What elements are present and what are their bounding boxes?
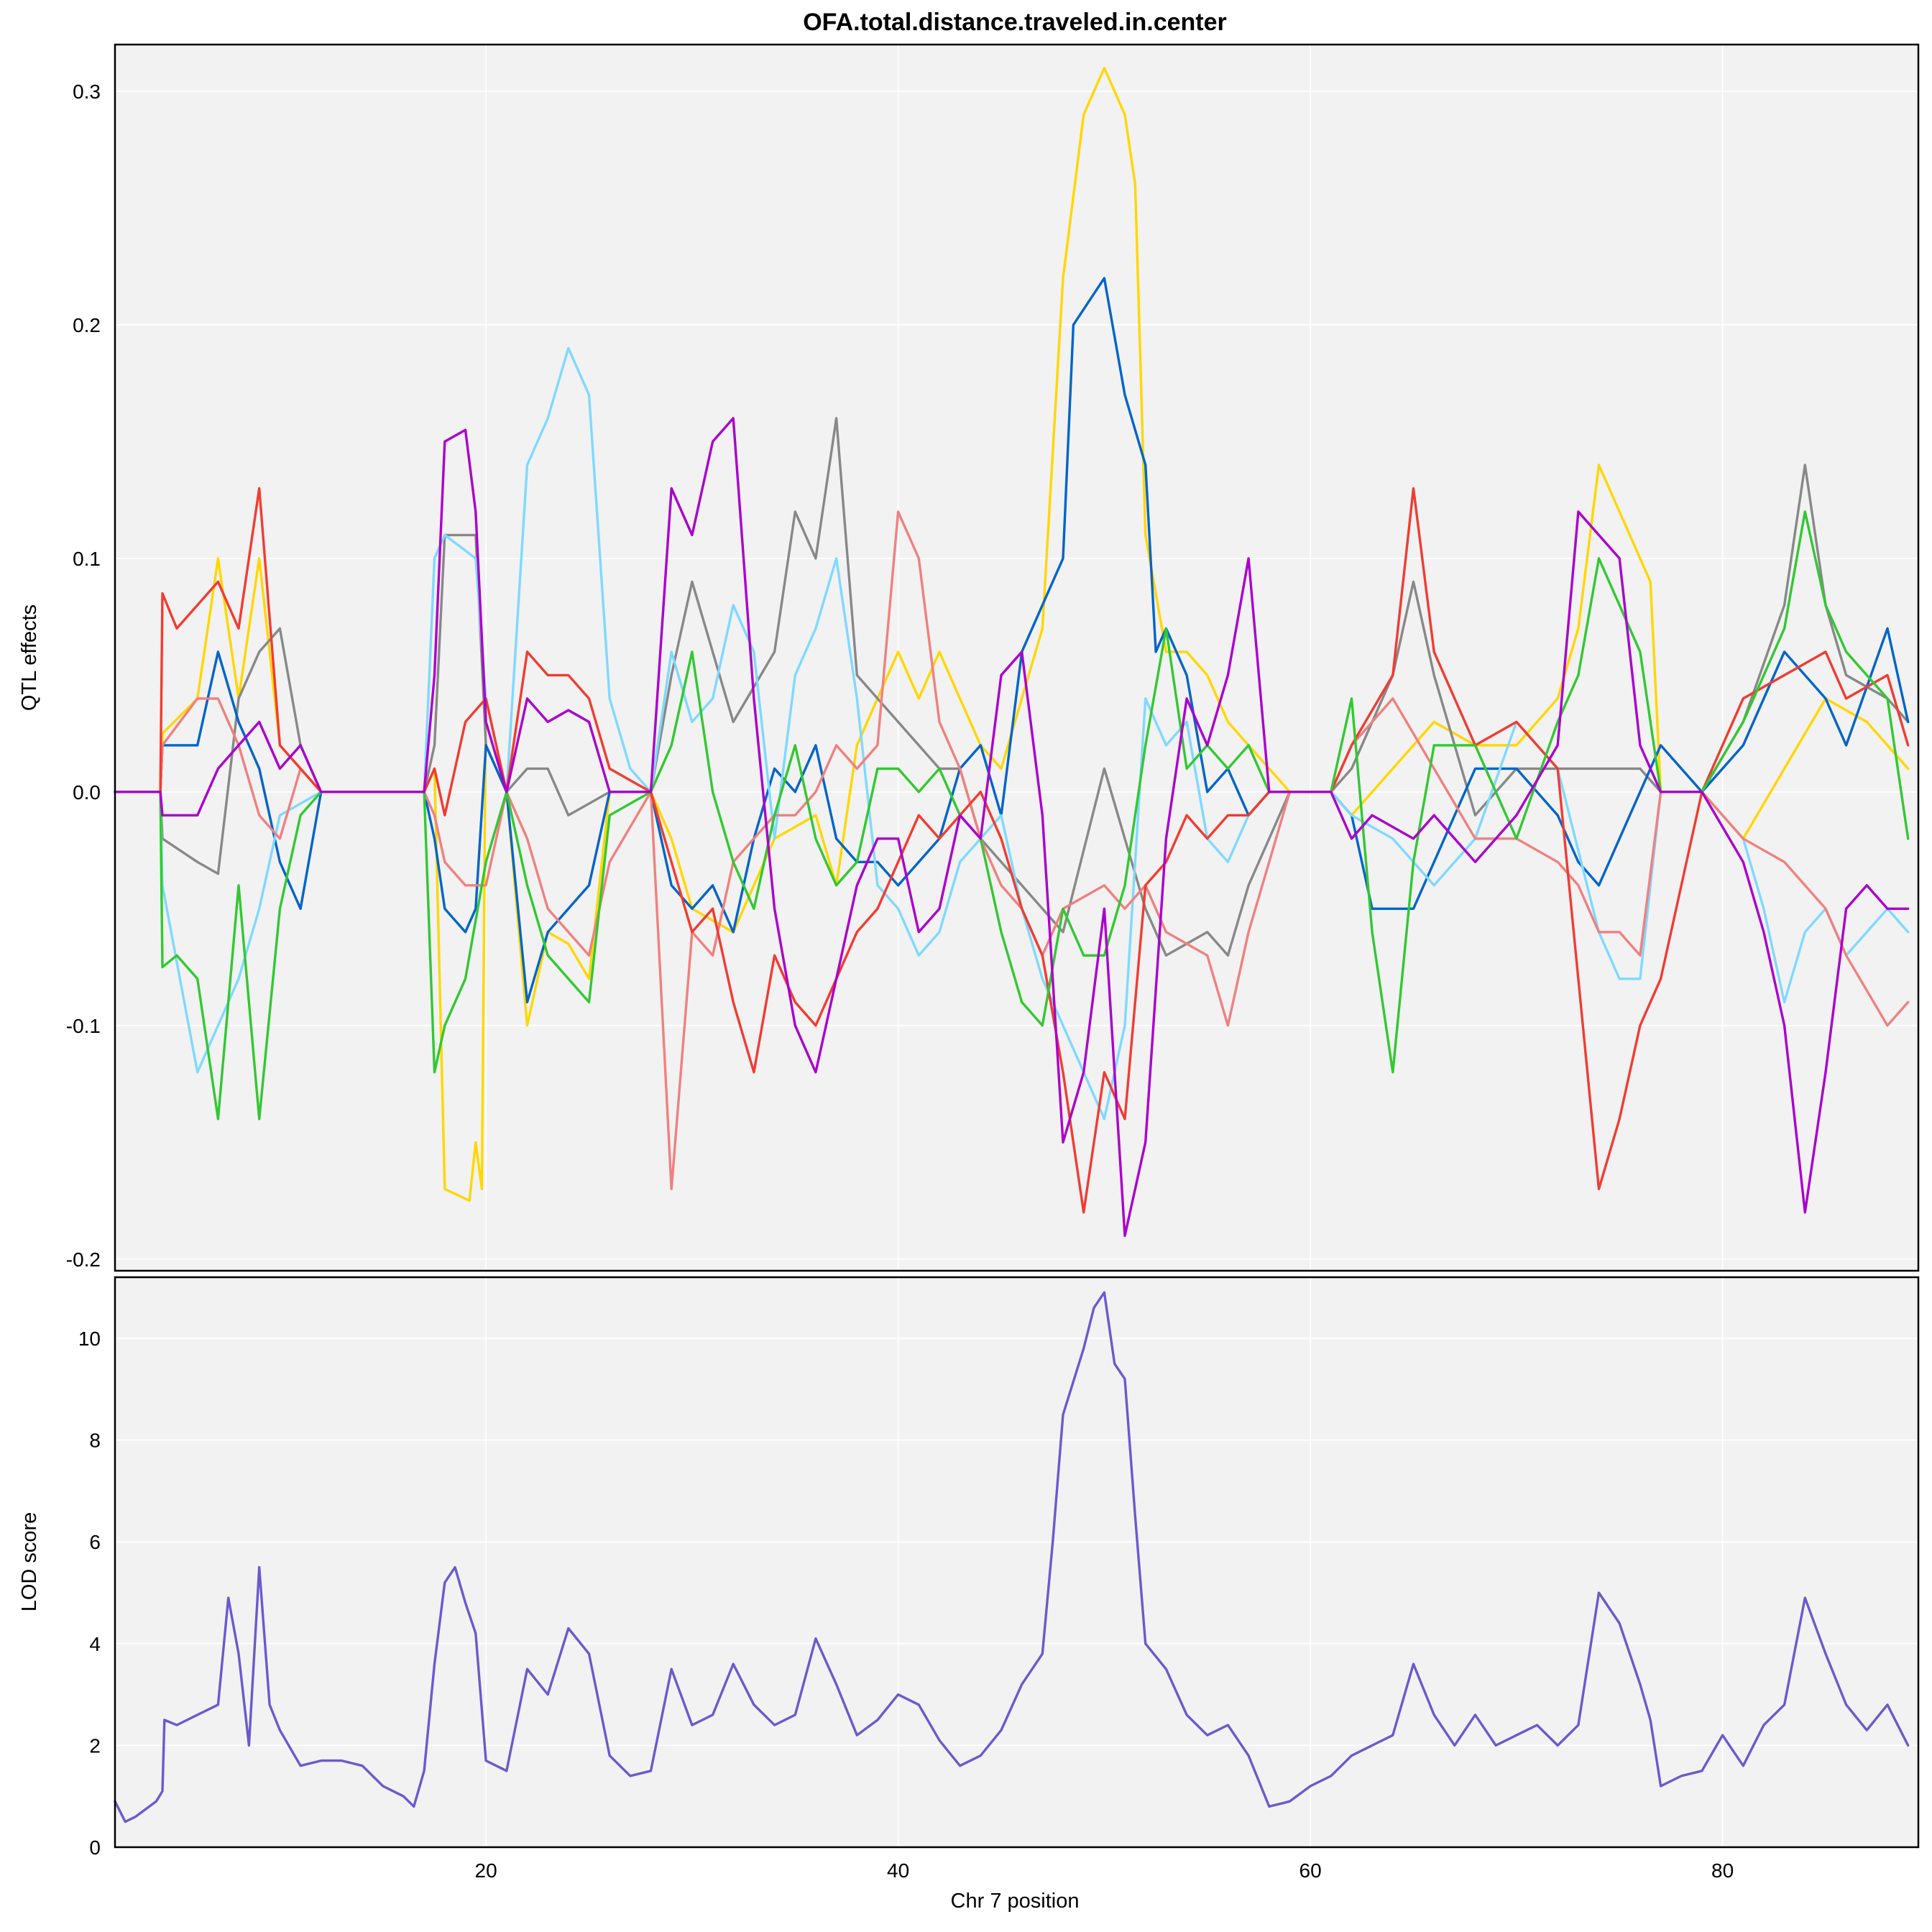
lod-y-tick-label: 0 bbox=[89, 1836, 101, 1859]
lod-y-tick-label: 8 bbox=[89, 1430, 101, 1452]
effects-frame bbox=[114, 43, 1920, 1272]
lod-y-tick-label: 2 bbox=[89, 1734, 101, 1757]
x-tick-label: 80 bbox=[1711, 1859, 1734, 1882]
effects-panel: -0.2 -0.1 0.0 0.1 0.2 0.3 QTL effects bbox=[18, 43, 1920, 1272]
effects-y-ticks: -0.2 -0.1 0.0 0.1 0.2 0.3 bbox=[66, 80, 101, 1271]
chart-title: OFA.total.distance.traveled.in.center bbox=[803, 9, 1227, 36]
effects-y-tick-label: 0.0 bbox=[73, 781, 101, 804]
x-tick-label: 20 bbox=[475, 1859, 497, 1882]
lod-series-line bbox=[114, 1291, 1910, 1823]
effects-series-lines bbox=[114, 66, 1910, 1237]
effects-grid bbox=[115, 45, 1918, 1271]
effects-y-tick-label: 0.3 bbox=[73, 80, 101, 103]
effects-series-line bbox=[114, 417, 1910, 957]
effects-y-tick-label: 0.2 bbox=[73, 314, 101, 336]
lod-frame bbox=[114, 1276, 1920, 1849]
effects-series-line bbox=[114, 487, 1910, 1214]
lod-y-ticks: 0 2 4 6 8 10 bbox=[78, 1328, 101, 1859]
lod-panel: 0 2 4 6 8 10 LOD score bbox=[18, 1276, 1920, 1859]
lod-y-axis-label: LOD score bbox=[18, 1512, 41, 1612]
lod-y-tick-label: 6 bbox=[89, 1531, 101, 1553]
x-axis-label: Chr 7 position bbox=[951, 1890, 1080, 1913]
effects-series-line bbox=[114, 417, 1910, 1237]
effects-y-tick-label: -0.1 bbox=[66, 1015, 101, 1037]
lod-y-tick-label: 10 bbox=[78, 1328, 101, 1350]
x-ticks: 20 40 60 80 bbox=[475, 1859, 1734, 1882]
lod-plot-area bbox=[115, 1277, 1918, 1847]
effects-y-tick-label: 0.1 bbox=[73, 548, 101, 570]
effects-y-tick-label: -0.2 bbox=[66, 1248, 101, 1271]
effects-series-line bbox=[114, 277, 1910, 1003]
x-tick-label: 60 bbox=[1300, 1859, 1322, 1882]
lod-series-line bbox=[114, 1291, 1910, 1823]
x-tick-label: 40 bbox=[887, 1859, 909, 1882]
effects-y-axis-label: QTL effects bbox=[18, 604, 41, 711]
lod-y-tick-label: 4 bbox=[89, 1633, 101, 1655]
